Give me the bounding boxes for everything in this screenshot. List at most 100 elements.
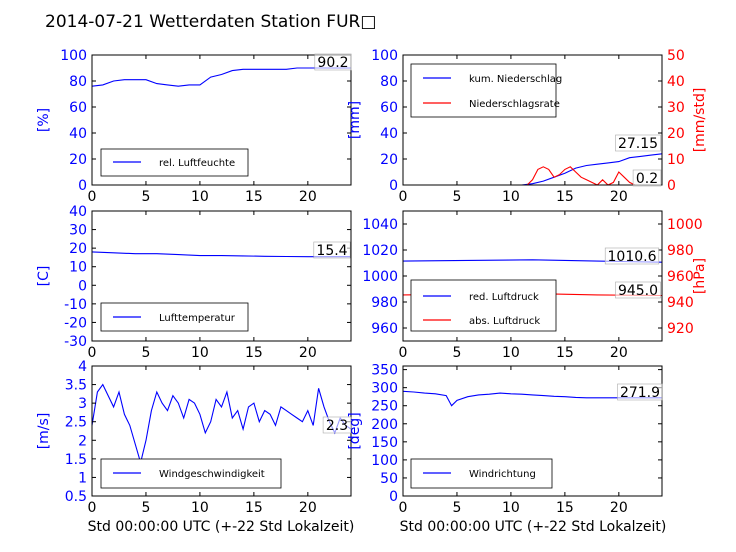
y-tick-label: 60: [380, 100, 398, 116]
x-tick-label: 20: [610, 345, 628, 361]
y-axis-label: [m/s]: [36, 413, 52, 450]
value-annotation: 90.2: [317, 55, 348, 71]
value-annotation-box: [604, 247, 660, 265]
x-tick-label: 20: [299, 345, 317, 361]
x-tick-label: 15: [245, 189, 263, 205]
y-tick-label: 1.5: [65, 452, 87, 468]
y-tick-label: 10: [69, 260, 87, 276]
x-tick-label: 0: [88, 500, 97, 516]
value-annotation: 2.3: [326, 418, 348, 434]
x-tick-label: 5: [452, 345, 461, 361]
y2-tick-label: 20: [667, 126, 685, 142]
x-tick-label: 15: [556, 500, 574, 516]
y2-tick-label: 50: [667, 48, 685, 64]
y-tick-label: 2: [78, 433, 87, 449]
legend-label: Niederschlagsrate: [469, 99, 560, 110]
series-line-precipitation-0: [403, 153, 662, 185]
y-tick-label: 200: [371, 417, 398, 433]
panel-windspeed: 0 5 10 15 20 0.5 1 1.5 2 2.5 3 3.5 4 [m/s] Windgeschwi…: [36, 359, 352, 516]
y-tick-label: 980: [371, 295, 398, 311]
y-tick-label: 350: [371, 363, 398, 379]
y2-tick-label: 10: [667, 152, 685, 168]
x-tick-label: 20: [610, 189, 628, 205]
legend-label: abs. Luftdruck: [469, 316, 540, 327]
y-tick-label: 20: [69, 241, 87, 257]
x-tick-label: 15: [556, 345, 574, 361]
y-tick-label: 0.5: [65, 489, 87, 505]
series-line-winddirection-0: [403, 390, 662, 407]
value-annotation: 1010.6: [608, 249, 657, 265]
x-tick-label: 0: [88, 189, 97, 205]
x-tick-label: 15: [245, 500, 263, 516]
y-tick-label: 20: [69, 152, 87, 168]
legend-label: Windrichtung: [469, 469, 536, 480]
y-tick-label: 300: [371, 381, 398, 397]
y2-axis-label: [hPa]: [692, 258, 708, 294]
y-axis-label: [%]: [36, 108, 52, 132]
x-tick-label: 5: [141, 189, 150, 205]
y2-tick-label: 30: [667, 100, 685, 116]
y-tick-label: 150: [371, 435, 398, 451]
y-tick-label: 250: [371, 399, 398, 415]
x-axis-label-left: Std 00:00:00 UTC (+-22 Std Lokalzeit): [88, 519, 355, 535]
panel-humidity: 0 5 10 15 20 0 20 40 60 80 100 [%] rel. Luftfeuchte 9…: [36, 48, 352, 205]
series-line-precipitation-1: [403, 166, 662, 185]
y-axis-label: [deg]: [347, 412, 363, 449]
value-annotation-box: [617, 383, 663, 401]
legend-box: [410, 63, 557, 118]
x-tick-label: 10: [191, 345, 209, 361]
y2-tick-label: 940: [667, 295, 694, 311]
y-tick-label: 0: [389, 178, 398, 194]
y-tick-label: -10: [64, 297, 87, 313]
y-tick-label: 3.5: [65, 378, 87, 394]
legend-label: rel. Luftfeuchte: [159, 158, 235, 169]
series-line-temperature-0: [92, 251, 351, 258]
legend-box: [100, 458, 282, 489]
x-tick-label: 20: [299, 189, 317, 205]
y-tick-label: 60: [69, 100, 87, 116]
y-tick-label: 100: [371, 453, 398, 469]
y2-tick-label: 0: [667, 178, 676, 194]
y2-tick-label: 1000: [667, 217, 703, 233]
y-tick-label: 960: [371, 321, 398, 337]
plot-frame: [402, 54, 663, 186]
y-tick-label: 1000: [362, 269, 398, 285]
panel-temperature: 0 5 10 15 20 -30 -20 -10 0 10 20 30 40 [C] Lufttempera…: [36, 204, 352, 361]
x-tick-label: 5: [141, 345, 150, 361]
legend-label: red. Luftdruck: [469, 292, 539, 303]
y-tick-label: 40: [69, 204, 87, 220]
x-tick-label: 0: [399, 189, 408, 205]
y-tick-label: -20: [64, 315, 87, 331]
x-tick-label: 10: [191, 500, 209, 516]
value-annotation-box: [615, 281, 661, 299]
y-tick-label: -30: [64, 334, 87, 350]
value-annotation: 0.2: [636, 171, 658, 187]
legend-label: kum. Niederschlag: [469, 74, 562, 85]
y-tick-label: 50: [380, 471, 398, 487]
x-tick-label: 0: [399, 345, 408, 361]
y-tick-label: 0: [78, 178, 87, 194]
x-tick-label: 15: [245, 345, 263, 361]
y2-axis-label: [mm/std]: [692, 88, 708, 153]
legend-box: [410, 279, 557, 332]
y-tick-label: 80: [69, 74, 87, 90]
y-axis-label: [mm]: [347, 101, 363, 139]
series-line-humidity-0: [92, 67, 351, 87]
legend-label: Lufttemperatur: [159, 313, 236, 324]
y-tick-label: 100: [60, 48, 87, 64]
y-axis-label: [C]: [36, 266, 52, 287]
y-tick-label: 1040: [362, 217, 398, 233]
x-tick-label: 5: [452, 500, 461, 516]
plot-frame: [402, 365, 663, 497]
y-tick-label: 4: [78, 359, 87, 375]
y-tick-label: 40: [69, 126, 87, 142]
y2-tick-label: 920: [667, 321, 694, 337]
x-axis-label-right: Std 00:00:00 UTC (+-22 Std Lokalzeit): [400, 519, 667, 535]
value-annotation: 945.0: [618, 283, 658, 299]
y-tick-label: 3: [78, 396, 87, 412]
value-annotation-box: [314, 53, 352, 71]
value-annotation-box: [322, 416, 352, 434]
y2-tick-label: 40: [667, 74, 685, 90]
